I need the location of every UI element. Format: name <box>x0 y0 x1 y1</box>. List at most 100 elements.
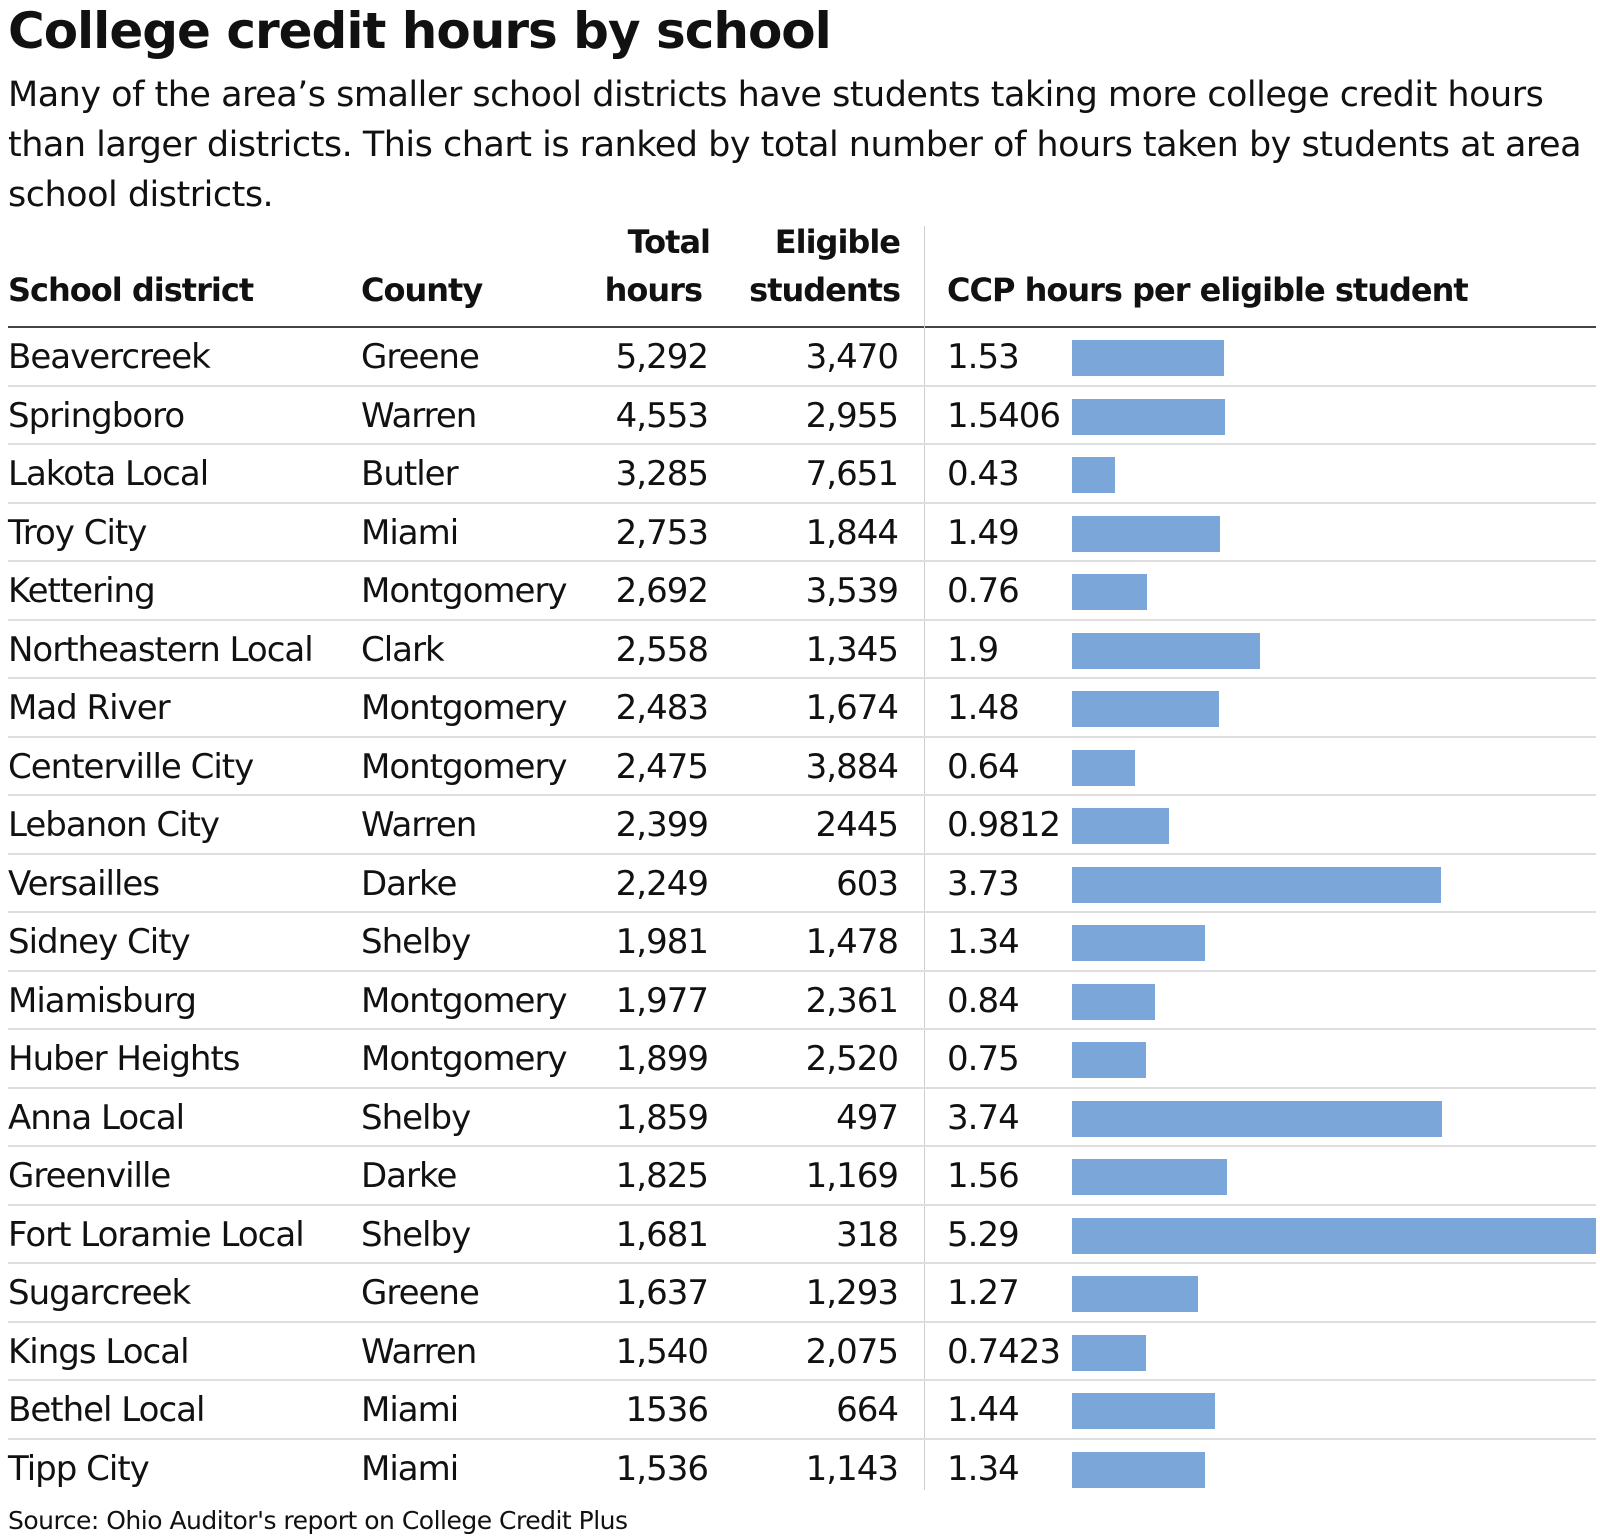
county-cell: Shelby <box>361 1097 471 1138</box>
total-hours-cell: 1,536 <box>615 1448 709 1489</box>
source-note: Source: Ohio Auditor's report on College… <box>8 1506 628 1535</box>
county-cell: Shelby <box>361 1214 471 1255</box>
row-separator <box>8 501 1596 504</box>
eligible-students-cell: 1,844 <box>805 512 899 553</box>
eligible-students-cell: 1,345 <box>805 629 899 670</box>
county-cell: Montgomery <box>361 980 568 1021</box>
eligible-students-cell: 497 <box>836 1097 899 1138</box>
county-cell: Butler <box>361 454 459 494</box>
row-separator <box>8 1262 1596 1264</box>
total-hours-cell: 2,558 <box>615 629 709 670</box>
district-cell: Sugarcreek <box>8 1273 191 1313</box>
table-row: Anna Local Shelby 1,859 497 3.74 <box>0 1089 1600 1147</box>
district-cell: Huber Heights <box>8 1039 241 1079</box>
eligible-students-cell: 2,361 <box>805 980 899 1021</box>
header-total-line2: hours <box>604 271 703 309</box>
county-cell: Warren <box>361 395 477 436</box>
table-row: Lakota Local Butler 3,285 7,651 0.43 <box>0 445 1600 504</box>
district-cell: Troy City <box>8 512 147 553</box>
ccp-ratio-cell: 0.64 <box>947 746 1020 787</box>
row-separator <box>8 969 1596 972</box>
table-row: Beavercreek Greene 5,292 3,470 1.53 <box>0 328 1600 387</box>
header-eligible-line2: students <box>749 271 901 309</box>
eligible-students-cell: 7,651 <box>805 454 899 494</box>
table-row: Springboro Warren 4,553 2,955 1.5406 <box>0 387 1600 445</box>
ccp-ratio-cell: 1.27 <box>947 1273 1020 1313</box>
row-separator <box>8 677 1596 679</box>
district-cell: Springboro <box>8 395 185 436</box>
ccp-ratio-cell: 3.73 <box>947 863 1020 904</box>
total-hours-cell: 1,540 <box>615 1331 709 1372</box>
county-cell: Montgomery <box>361 746 568 787</box>
district-cell: Northeastern Local <box>8 629 314 670</box>
column-divider <box>924 226 925 1490</box>
table-row: Huber Heights Montgomery 1,899 2,520 0.75 <box>0 1030 1600 1089</box>
ccp-bar <box>1072 632 1261 669</box>
eligible-students-cell: 2,955 <box>805 395 899 436</box>
ccp-ratio-cell: 0.9812 <box>947 805 1061 845</box>
total-hours-cell: 2,475 <box>615 746 709 787</box>
row-separator <box>8 618 1596 621</box>
total-hours-cell: 3,285 <box>615 454 709 494</box>
table-row: Lebanon City Warren 2,399 2445 0.9812 <box>0 796 1600 855</box>
ccp-ratio-cell: 1.56 <box>947 1156 1020 1196</box>
total-hours-cell: 2,753 <box>615 512 709 553</box>
eligible-students-cell: 3,884 <box>805 746 899 787</box>
ccp-bar <box>1072 1100 1443 1137</box>
table-row: Kettering Montgomery 2,692 3,539 0.76 <box>0 562 1600 621</box>
ccp-ratio-cell: 1.9 <box>947 629 999 670</box>
row-separator <box>8 852 1596 855</box>
total-hours-cell: 1,859 <box>615 1097 709 1138</box>
county-cell: Darke <box>361 863 457 904</box>
ccp-ratio-cell: 1.34 <box>947 1448 1020 1489</box>
header-eligible-line1: Eligible <box>774 223 901 261</box>
row-separator <box>8 1145 1596 1147</box>
ccp-ratio-cell: 1.44 <box>947 1390 1020 1430</box>
eligible-students-cell: 2,075 <box>805 1331 899 1372</box>
header-ccp-hours: CCP hours per eligible student <box>947 271 1469 309</box>
row-separator <box>8 735 1596 738</box>
eligible-students-cell: 1,478 <box>805 922 899 962</box>
chart-subtitle: Many of the area’s smaller school distri… <box>8 75 1582 215</box>
ccp-bar <box>1072 983 1156 1020</box>
eligible-students-cell: 1,169 <box>805 1156 899 1196</box>
eligible-students-cell: 3,539 <box>805 571 899 611</box>
table-row: Centerville City Montgomery 2,475 3,884 0.64 <box>0 738 1600 796</box>
table-row: Bethel Local Miami 1536 664 1.44 <box>0 1381 1600 1440</box>
ccp-bar <box>1072 1393 1215 1429</box>
district-cell: Kettering <box>8 571 156 611</box>
row-separator <box>8 1437 1596 1440</box>
chart-title: College credit hours by school <box>8 2 832 60</box>
ccp-bar <box>1072 866 1442 903</box>
header-county: County <box>361 271 483 309</box>
county-cell: Miami <box>361 1448 459 1489</box>
ccp-bar <box>1072 925 1205 961</box>
eligible-students-cell: 318 <box>836 1214 899 1255</box>
eligible-students-cell: 3,470 <box>805 337 899 377</box>
district-cell: Lebanon City <box>8 805 220 845</box>
district-cell: Fort Loramie Local <box>8 1214 305 1255</box>
ccp-bar <box>1072 398 1225 435</box>
total-hours-cell: 1,681 <box>615 1214 709 1255</box>
district-cell: Beavercreek <box>8 337 211 377</box>
district-cell: Lakota Local <box>8 454 209 494</box>
total-hours-cell: 4,553 <box>615 395 709 436</box>
table-row: Sugarcreek Greene 1,637 1,293 1.27 <box>0 1264 1600 1323</box>
ccp-ratio-cell: 1.48 <box>947 688 1020 728</box>
table-row: Fort Loramie Local Shelby 1,681 318 5.29 <box>0 1206 1600 1264</box>
row-separator <box>8 1320 1596 1323</box>
ccp-bar <box>1072 1451 1205 1488</box>
ccp-ratio-cell: 0.7423 <box>947 1331 1061 1372</box>
row-separator <box>8 443 1596 445</box>
total-hours-cell: 1,899 <box>615 1039 709 1079</box>
eligible-students-cell: 603 <box>836 863 899 904</box>
ccp-ratio-cell: 1.53 <box>947 337 1020 377</box>
ccp-ratio-cell: 0.76 <box>947 571 1020 611</box>
ccp-ratio-cell: 1.49 <box>947 512 1020 553</box>
table-row: Sidney City Shelby 1,981 1,478 1.34 <box>0 913 1600 972</box>
ccp-bar <box>1072 749 1136 786</box>
ccp-ratio-cell: 1.5406 <box>947 395 1061 436</box>
ccp-bar <box>1072 1334 1146 1371</box>
row-separator <box>8 1086 1596 1089</box>
district-cell: Anna Local <box>8 1097 185 1138</box>
